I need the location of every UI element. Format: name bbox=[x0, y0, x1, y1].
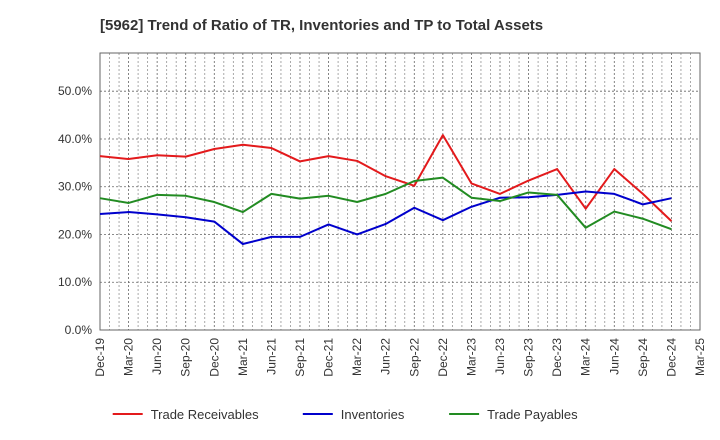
x-tick-label: Dec-21 bbox=[322, 338, 336, 377]
legend: Trade Receivables Inventories Trade Payabl… bbox=[112, 407, 578, 422]
x-tick-label: Jun-22 bbox=[379, 338, 393, 375]
x-tick-label: Dec-19 bbox=[93, 338, 107, 377]
x-tick-label: Mar-21 bbox=[236, 338, 250, 376]
series-lines bbox=[99, 134, 673, 246]
legend-label: Trade Receivables bbox=[151, 407, 259, 422]
x-tick-label: Jun-24 bbox=[607, 338, 621, 375]
x-tick-label: Mar-24 bbox=[579, 338, 593, 376]
plot-area bbox=[99, 52, 701, 331]
x-tick-label: Dec-22 bbox=[436, 338, 450, 377]
x-tick-label: Dec-23 bbox=[550, 338, 564, 377]
x-tick-label: Jun-20 bbox=[150, 338, 164, 375]
y-tick-label: 50.0% bbox=[58, 84, 92, 98]
chart-title: [5962] Trend of Ratio of TR, Inventories… bbox=[100, 17, 543, 34]
series-line-trade-receivables bbox=[99, 134, 673, 222]
legend-label: Inventories bbox=[341, 407, 405, 422]
y-axis-ticks: 0.0% 10.0% 20.0% 30.0% 40.0% 50.0% bbox=[58, 84, 92, 337]
x-tick-label: Mar-23 bbox=[464, 338, 478, 376]
series-line-trade-payables bbox=[99, 176, 672, 231]
x-tick-label: Sep-23 bbox=[522, 338, 536, 377]
x-tick-label: Dec-24 bbox=[664, 338, 678, 377]
x-tick-label: Mar-22 bbox=[350, 338, 364, 376]
x-tick-label: Sep-24 bbox=[636, 338, 650, 377]
y-tick-label: 10.0% bbox=[58, 275, 92, 289]
x-axis-ticks: Dec-19 Mar-20 Jun-20 Sep-20 Dec-20 Mar-21 Jun-… bbox=[93, 338, 707, 377]
series-line-inventories bbox=[99, 190, 672, 246]
y-tick-label: 20.0% bbox=[58, 227, 92, 241]
x-tick-label: Mar-20 bbox=[122, 338, 136, 376]
x-tick-label: Dec-20 bbox=[207, 338, 221, 377]
x-tick-label: Jun-23 bbox=[493, 338, 507, 375]
legend-label: Trade Payables bbox=[487, 407, 578, 422]
x-tick-label: Sep-21 bbox=[293, 338, 307, 377]
x-tick-label: Sep-22 bbox=[407, 338, 421, 377]
y-tick-label: 40.0% bbox=[58, 132, 92, 146]
x-tick-label: Mar-25 bbox=[693, 338, 707, 376]
y-tick-label: 0.0% bbox=[65, 323, 93, 337]
x-tick-label: Sep-20 bbox=[179, 338, 193, 377]
x-tick-label: Jun-21 bbox=[264, 338, 278, 375]
y-tick-label: 30.0% bbox=[58, 180, 92, 194]
